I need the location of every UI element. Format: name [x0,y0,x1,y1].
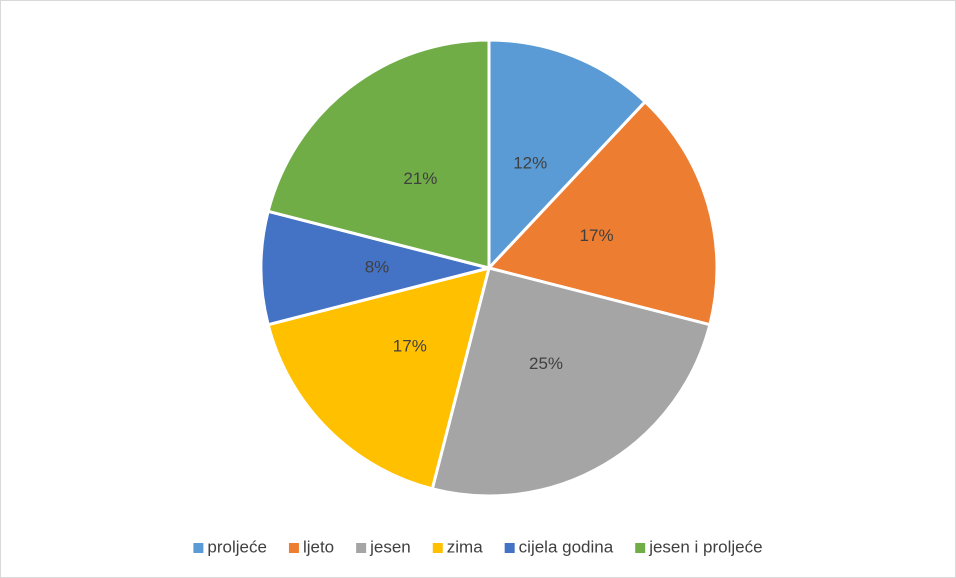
pie [259,38,719,498]
legend-swatch [432,543,443,553]
data-label: 17% [393,337,427,356]
legend-label: ljeto [303,537,334,556]
pie-slice [259,209,490,327]
pie-slice [487,38,648,272]
legend-label: cijela godina [519,537,614,556]
pie-slice [486,99,719,327]
legend: proljeće ljeto jesen zima cijela godina jesen… [193,537,763,556]
data-label: 8% [365,257,390,276]
legend-swatch [504,543,515,553]
legend-label: jesen [369,537,411,556]
data-label: 25% [529,354,563,373]
legend-swatch [288,543,299,553]
data-labels: 12% 17% 25% 17% 8% 21% [365,153,614,373]
legend-label: proljeće [207,537,267,556]
data-label: 21% [403,169,437,188]
data-label: 12% [513,153,547,172]
legend-swatch [356,543,367,553]
pie-slice [266,38,491,270]
pie-slice [266,265,492,491]
legend-swatch [635,543,646,553]
data-label: 17% [580,226,614,245]
legend-label: jesen i proljeće [648,537,762,556]
pie-slice [430,266,712,498]
legend-swatch [193,543,204,553]
legend-label: zima [447,537,483,556]
